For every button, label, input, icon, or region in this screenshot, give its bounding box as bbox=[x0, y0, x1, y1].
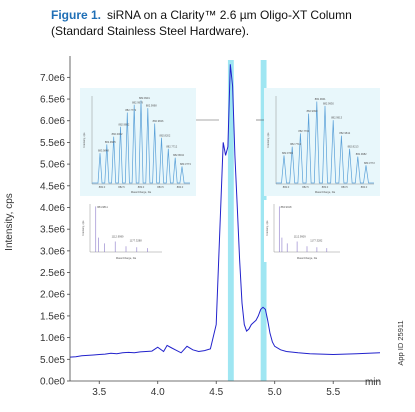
x-tick-label: 3.5 bbox=[92, 387, 106, 398]
inset-peak-label: 883.3773 bbox=[180, 162, 191, 166]
inset-peak-label: 882.9799 bbox=[282, 151, 293, 155]
inset-peak-label: 882.7772 bbox=[125, 108, 136, 112]
highlight-band-1 bbox=[227, 60, 234, 381]
axes: 0.0e0 5.0e5 1.0e6 1.5e6 2.0e6 2.5e6 3.0e6 3.5e6… bbox=[40, 56, 380, 398]
inset-peak-label: 882.7702 bbox=[298, 129, 309, 133]
inset-spectrum-trace bbox=[276, 101, 374, 184]
x-tick-label: 4.5 bbox=[209, 387, 223, 398]
figure-caption-subtitle: (Standard Stainless Steel Hardware). bbox=[51, 24, 249, 38]
x-tick-label: 5.5 bbox=[326, 387, 340, 398]
inset-peak-label: 882.9901 bbox=[139, 96, 150, 100]
y-tick-label: 6.0e6 bbox=[40, 116, 65, 127]
inset-mass-spectrum-right-top: 882.9799 882.7713 882.7702 882.9990 882.9901… bbox=[264, 88, 380, 196]
inset-peak-label: 884.9811 bbox=[97, 205, 108, 209]
inset-x-tick-label: 884.0 bbox=[361, 185, 368, 189]
figure-caption-title: siRNA on a Clarity™ 2.6 µm Oligo-XT Colu… bbox=[107, 8, 352, 22]
inset-peak-label: 882.8213 bbox=[348, 144, 359, 148]
y-tick-label: 6.5e6 bbox=[40, 95, 65, 106]
y-tick-label: 1.0e6 bbox=[40, 333, 65, 344]
inset-x-tick-label: 883.5 bbox=[157, 185, 164, 189]
inset-peak-label: 882.9812 bbox=[339, 131, 350, 135]
inset-mass-spectrum-left-top: 883.9848 882.9905 882.0002 882.9802 882.7772… bbox=[80, 88, 196, 196]
x-tick-label: 4.0 bbox=[151, 387, 165, 398]
figure-caption-label: Figure 1. bbox=[51, 8, 101, 22]
inset-peak-label: 882.8004 bbox=[173, 153, 184, 157]
inset-peak-label: 884.9918 bbox=[281, 205, 292, 209]
inset-x-tick-label: 882.5 bbox=[118, 185, 125, 189]
inset-y-axis-label: Intensity, cps bbox=[266, 132, 270, 148]
app-id-label: App ID 25911 bbox=[396, 320, 405, 365]
inset-peak-label: 882.7712 bbox=[166, 144, 177, 148]
inset-peak-label: 882.9905 bbox=[105, 140, 116, 144]
inset-peak-label: 882.0002 bbox=[112, 132, 123, 136]
x-tick-label: 5.0 bbox=[268, 387, 282, 398]
chromatogram-trace bbox=[69, 64, 381, 358]
inset-peak-label: 882.9979 bbox=[132, 100, 143, 104]
inset-peak-label: 1112.9909 bbox=[294, 235, 306, 239]
y-tick-label: 2.0e6 bbox=[40, 290, 65, 301]
inset-peak-label: 882.9802 bbox=[119, 122, 130, 126]
inset-y-axis-label: Intensity, cps bbox=[81, 220, 85, 236]
inset-peak-label: 882.9998 bbox=[146, 104, 157, 108]
y-tick-label: 3.5e6 bbox=[40, 225, 65, 236]
inset-peak-label: 1177.3282 bbox=[310, 238, 323, 242]
y-tick-label: 5.0e5 bbox=[40, 355, 65, 366]
inset-peak-label: 882.8202 bbox=[160, 133, 171, 137]
y-tick-label: 5.0e6 bbox=[40, 160, 65, 171]
inset-peak-label: 882.9982 bbox=[356, 152, 367, 156]
inset-x-tick-label: 882.0 bbox=[99, 185, 106, 189]
plot-area bbox=[69, 60, 381, 381]
inset-spectrum-trace bbox=[92, 100, 190, 184]
inset-background bbox=[80, 200, 166, 262]
inset-peak-label: 882.9826 bbox=[153, 119, 164, 123]
inset-x-axis-label: Mass/Charge, Da bbox=[297, 256, 318, 260]
inset-x-tick-label: 883.0 bbox=[138, 185, 145, 189]
inset-peak-label: 882.9930 bbox=[323, 101, 334, 105]
y-tick-label: 7.0e6 bbox=[40, 73, 65, 84]
y-tick-label: 5.5e6 bbox=[40, 138, 65, 149]
inset-x-tick-label: 883.5 bbox=[341, 185, 348, 189]
inset-mass-spectrum-right-bottom: 884.9918 1112.9909 1177.3282 Mass/Charge, D… bbox=[264, 200, 344, 262]
y-tick-label: 4.0e6 bbox=[40, 203, 65, 214]
inset-x-tick-label: 882.5 bbox=[302, 185, 309, 189]
inset-peak-label: 882.9913 bbox=[331, 116, 342, 120]
inset-x-axis-label: Mass/Charge, Da bbox=[116, 256, 137, 260]
inset-y-axis-label: Intensity, cps bbox=[265, 220, 269, 236]
inset-peak-label: 883.3772 bbox=[364, 161, 375, 165]
inset-y-axis-label: Intensity, cps bbox=[82, 132, 86, 148]
y-tick-label: 3.0e6 bbox=[40, 246, 65, 257]
inset-x-axis-label: Mass/Charge, Da bbox=[315, 190, 336, 194]
inset-peak-label: 882.9990 bbox=[307, 109, 318, 113]
inset-peak-label: 883.9848 bbox=[98, 149, 109, 153]
inset-peak-label: 882.7713 bbox=[290, 142, 301, 146]
inset-x-axis-label: Mass/Charge, Da bbox=[131, 190, 152, 194]
y-tick-label: 2.5e6 bbox=[40, 268, 65, 279]
inset-peak-label: 882.9901 bbox=[315, 97, 326, 101]
inset-background bbox=[264, 200, 344, 262]
y-tick-label: 1.5e6 bbox=[40, 311, 65, 322]
inset-peak-label: 1177.3288 bbox=[130, 238, 143, 242]
inset-x-tick-label: 883.0 bbox=[322, 185, 329, 189]
y-tick-label: 4.5e6 bbox=[40, 181, 65, 192]
y-axis-label: Intensity, cps bbox=[4, 193, 15, 251]
inset-peak-label: 1112.9999 bbox=[112, 235, 124, 239]
y-tick-label: 0.0e0 bbox=[40, 377, 65, 388]
highlight-band-2 bbox=[260, 60, 267, 381]
inset-background bbox=[264, 88, 380, 196]
x-axis-label: min bbox=[365, 377, 381, 388]
inset-x-tick-label: 882.0 bbox=[283, 185, 290, 189]
inset-mass-spectrum-left-bottom: 884.9811 1112.9999 1177.3288 Mass/Charge, D… bbox=[80, 200, 166, 262]
inset-x-tick-label: 884.0 bbox=[177, 185, 184, 189]
